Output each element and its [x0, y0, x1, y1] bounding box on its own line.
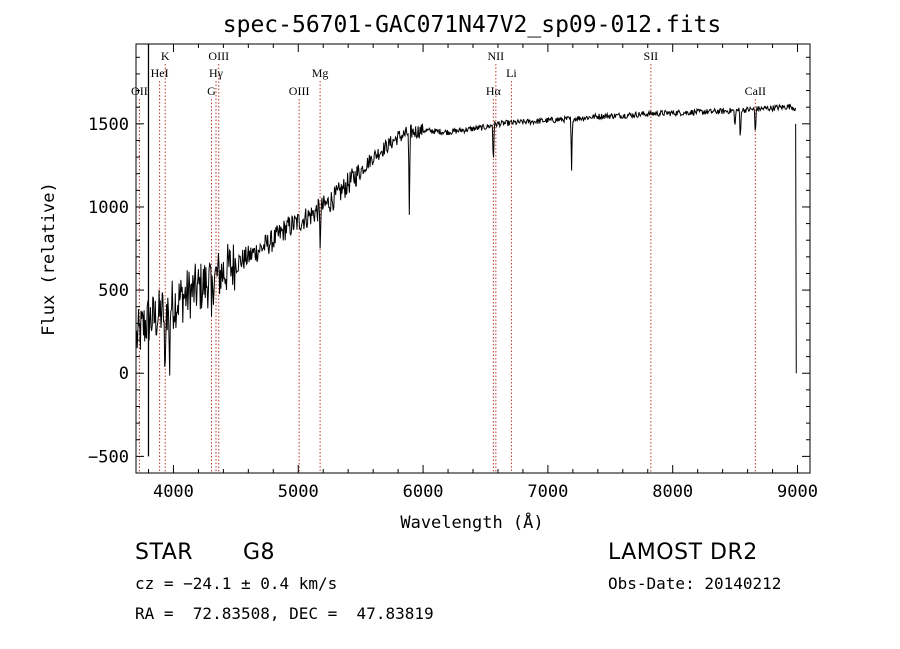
y-tick-label: 1500: [88, 115, 129, 135]
x-tick-label: 6000: [403, 482, 444, 502]
spectrum-edge-drop: [795, 123, 797, 374]
y-tick-label: 0: [119, 364, 129, 384]
x-tick-label: 7000: [527, 482, 568, 502]
x-tick-label: 5000: [278, 482, 319, 502]
x-tick-label: 9000: [777, 482, 818, 502]
spectral-line-label: K: [161, 49, 170, 63]
x-tick-label: 8000: [652, 482, 693, 502]
survey-label: LAMOST DR2: [608, 540, 758, 565]
spectral-line-label: HeI: [151, 66, 169, 80]
x-axis: 4000 5000 6000 7000 8000 9000: [147, 44, 818, 502]
spectral-line-label: Hα: [486, 84, 502, 98]
spectral-line-label: Mg: [312, 66, 329, 80]
x-tick-label: 4000: [153, 482, 194, 502]
spectral-line-label: Li: [506, 66, 517, 80]
spectral-line-label: Hγ: [209, 66, 224, 80]
cz-readout: cz = −24.1 ± 0.4 km/s: [135, 574, 338, 593]
y-tick-label: −500: [88, 447, 129, 467]
spectral-line-label: SII: [644, 49, 659, 63]
spectral-line-label: OIII: [289, 84, 310, 98]
spectrum-line: [136, 103, 797, 376]
obs-date-readout: Obs-Date: 20140212: [608, 574, 782, 593]
plot-frame: [135, 43, 811, 474]
x-axis-label: Wavelength (Å): [400, 511, 543, 533]
spectrum-series: [136, 44, 797, 457]
y-axis: −500 0 500 1000 1500: [88, 56, 810, 467]
chart-title: spec-56701-GAC071N47V2_sp09-012.fits: [223, 12, 722, 38]
spectral-line-label: NII: [488, 49, 505, 63]
spectral-line-label: OIII: [208, 49, 229, 63]
class-label: STAR: [135, 540, 194, 565]
subclass-label: G8: [243, 540, 276, 565]
y-tick-label: 500: [98, 281, 129, 301]
radec-readout: RA = 72.83508, DEC = 47.83819: [135, 604, 434, 623]
spectral-line-label: CaII: [745, 84, 766, 98]
y-tick-label: 1000: [88, 198, 129, 218]
spectral-line-label: G: [207, 84, 216, 98]
y-axis-label: Flux (relative): [39, 182, 59, 336]
